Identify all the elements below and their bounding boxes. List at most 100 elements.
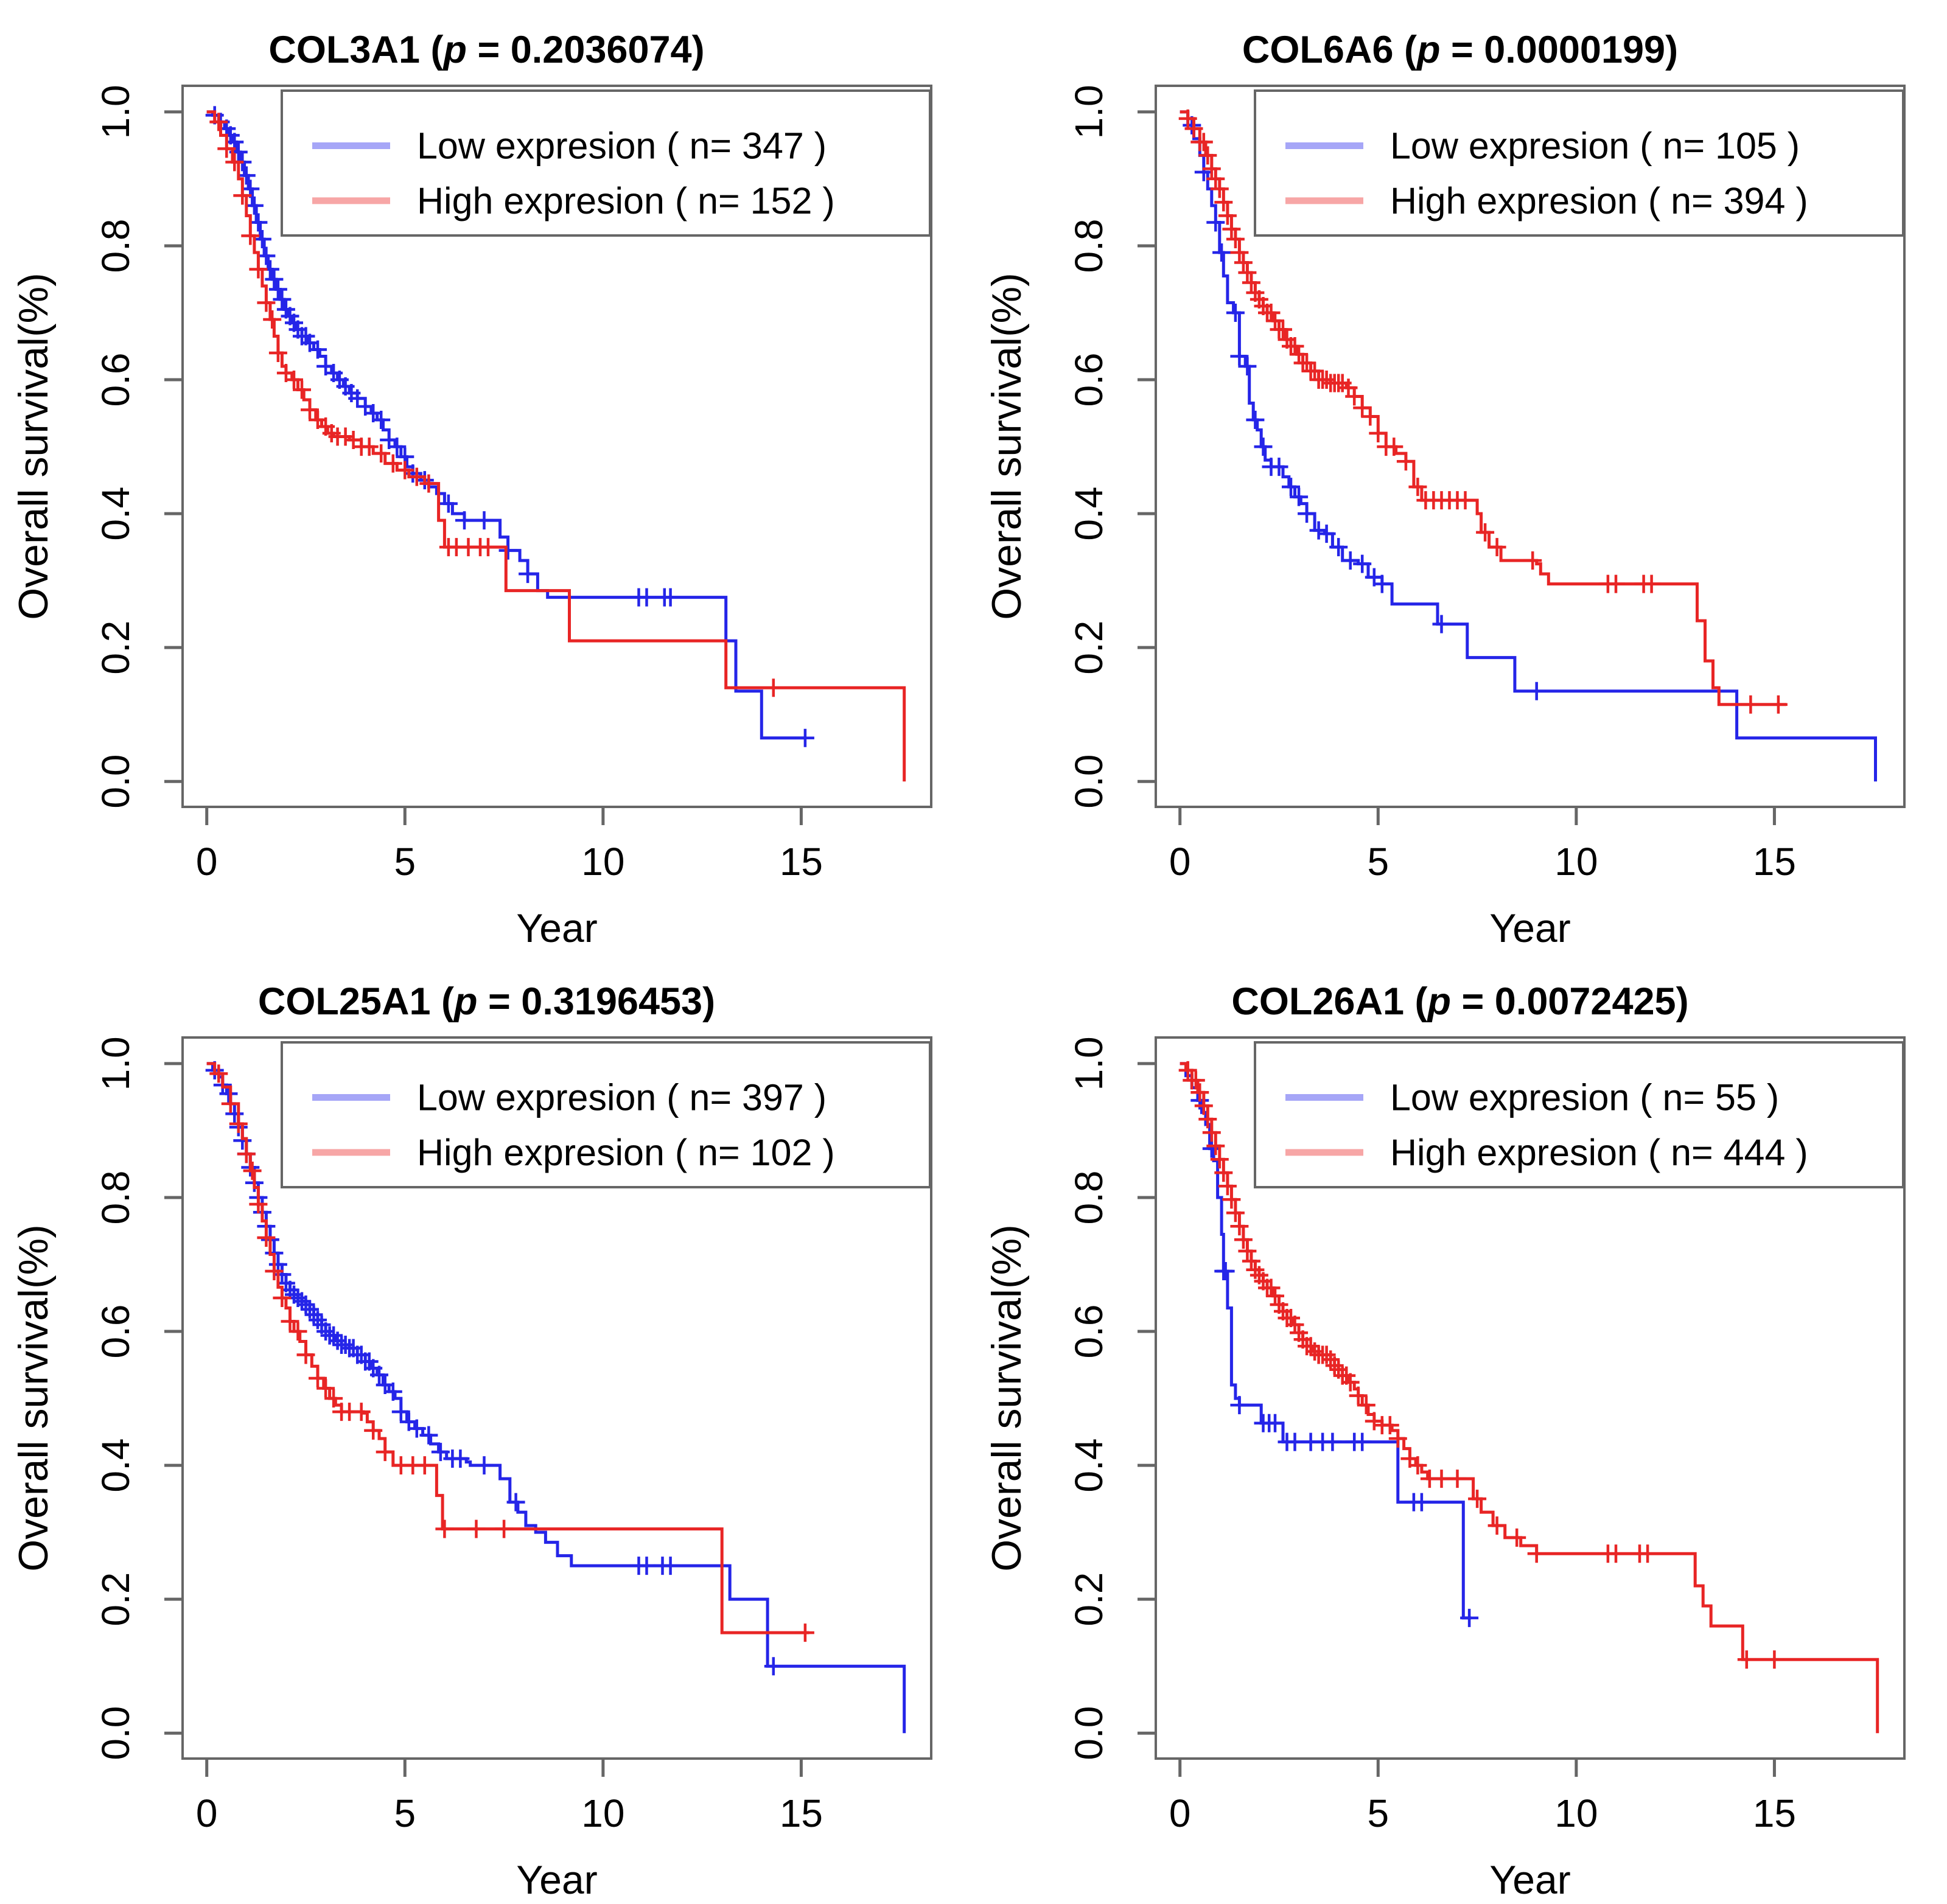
censor-plus-icon [396,461,414,479]
censor-plus-icon [1282,478,1300,497]
legend-label-low: Low expresion ( n= 105 ) [1390,125,1800,166]
censor-plus-icon [1432,615,1451,633]
y-tick-label: 0.4 [1067,487,1111,541]
x-axis-label: Year [516,905,597,950]
p-value: 0.0072425 [1494,980,1676,1023]
censor-plus-icon [309,1311,327,1330]
censor-plus-icon [265,270,284,288]
censor-plus-icon [1323,1432,1342,1451]
censor-plus-icon [1527,1544,1546,1563]
low-expression-curve [1180,110,1877,782]
p-value: 0.3196453 [521,980,703,1023]
censor-plus-icon [407,1419,426,1438]
x-tick-label: 5 [1367,840,1389,884]
x-tick-label: 15 [780,1791,823,1835]
censor-plus-icon [439,494,458,513]
plot-title: COL26A1 (p = 0.0072425) [1231,980,1689,1023]
censor-plus-icon [431,1443,450,1462]
censor-plus-icon [1214,1163,1233,1182]
censor-plus-icon [1206,169,1225,188]
censor-plus-icon [383,454,402,473]
censor-plus-icon [1242,273,1260,292]
censor-plus-icon [296,1295,315,1314]
y-tick-label: 0.4 [94,487,138,541]
censor-plus-icon [257,1229,276,1247]
x-axis-label: Year [1489,905,1570,950]
x-tick-label: 5 [1367,1791,1389,1835]
p-symbol: p [443,29,467,71]
censor-plus-icon [1178,1061,1197,1079]
y-tick-label: 0.2 [1067,1572,1111,1627]
censor-plus-icon [241,226,260,245]
censor-plus-icon [1369,424,1388,442]
legend-box [281,1041,931,1188]
x-axis-label: Year [1489,1857,1570,1902]
censor-plus-icon [404,464,422,483]
censor-plus-icon [1186,1071,1205,1090]
censor-plus-icon [1226,1204,1245,1222]
censor-plus-icon [296,1345,315,1364]
censor-plus-icon [249,213,268,232]
censor-plus-icon [273,1289,292,1307]
censor-plus-icon [1202,159,1221,178]
censor-plus-icon [1230,1396,1249,1415]
censor-plus-icon [661,1557,680,1575]
x-tick-label: 15 [780,840,823,884]
plot-box [1155,1036,1906,1760]
x-tick-label: 10 [1554,1791,1598,1835]
censor-plus-icon [1349,1386,1368,1405]
censor-plus-icon [1212,243,1231,262]
censor-plus-icon [391,1403,410,1421]
y-tick-label: 1.0 [1067,1036,1111,1090]
censor-plus-icon [370,1365,388,1384]
censor-plus-icon [364,1421,383,1440]
censor-plus-icon [1737,1650,1756,1669]
censor-plus-icon [1476,523,1495,542]
censor-plus-icon [1741,695,1760,714]
censor-plus-icon [1345,387,1364,406]
censor-plus-icon [273,1265,292,1284]
censor-plus-icon [360,438,379,456]
censor-plus-icon [316,1322,335,1341]
censor-plus-icon [1638,1544,1657,1563]
censor-plus-icon [1298,354,1316,372]
censor-plus-icon [1274,320,1292,339]
censor-plus-icon [1769,695,1788,714]
censor-plus-icon [1226,304,1245,322]
gene-name: COL3A1 [268,29,420,71]
censor-plus-icon [1353,1432,1372,1451]
gene-name: COL26A1 [1231,980,1404,1023]
censor-plus-icon [498,541,517,560]
y-tick-label: 1.0 [94,1036,138,1090]
censor-plus-icon [1361,407,1380,426]
censor-plus-icon [795,728,814,747]
censor-plus-icon [419,1426,438,1445]
censor-plus-icon [249,260,268,279]
censor-plus-icon [233,186,252,205]
censor-plus-icon [1357,1396,1375,1415]
censor-plus-icon [328,1331,347,1350]
censor-plus-icon [1222,220,1241,239]
censor-plus-icon [257,293,276,312]
censor-plus-icon [1468,1490,1487,1508]
y-tick-label: 0.0 [1067,755,1111,809]
censor-plus-icon [495,1519,514,1538]
p-symbol: p [453,980,478,1023]
censor-plus-icon [1194,162,1213,181]
censor-plus-icon [1487,1516,1506,1535]
km-chart-col3a1: 0 5 10 15 Year 0.0 0.2 0.4 0.6 0.8 1.0 Overall surv… [10,85,932,950]
censor-plus-icon [1306,1342,1324,1361]
censor-plus-icon [455,511,474,530]
censor-plus-icon [309,1369,327,1387]
legend-label-high: High expresion ( n= 152 ) [417,180,835,221]
censor-plus-icon [324,1389,343,1408]
censor-plus-icon [1372,574,1391,593]
plot-title: COL3A1 (p = 0.2036074) [268,29,705,71]
y-tick-label: 0.6 [94,353,138,407]
censor-plus-icon [263,310,282,329]
censor-plus-icon [293,380,311,399]
censor-plus-icon [1210,180,1229,198]
censor-plus-icon [475,511,494,530]
legend-label-low: Low expresion ( n= 397 ) [417,1076,827,1118]
